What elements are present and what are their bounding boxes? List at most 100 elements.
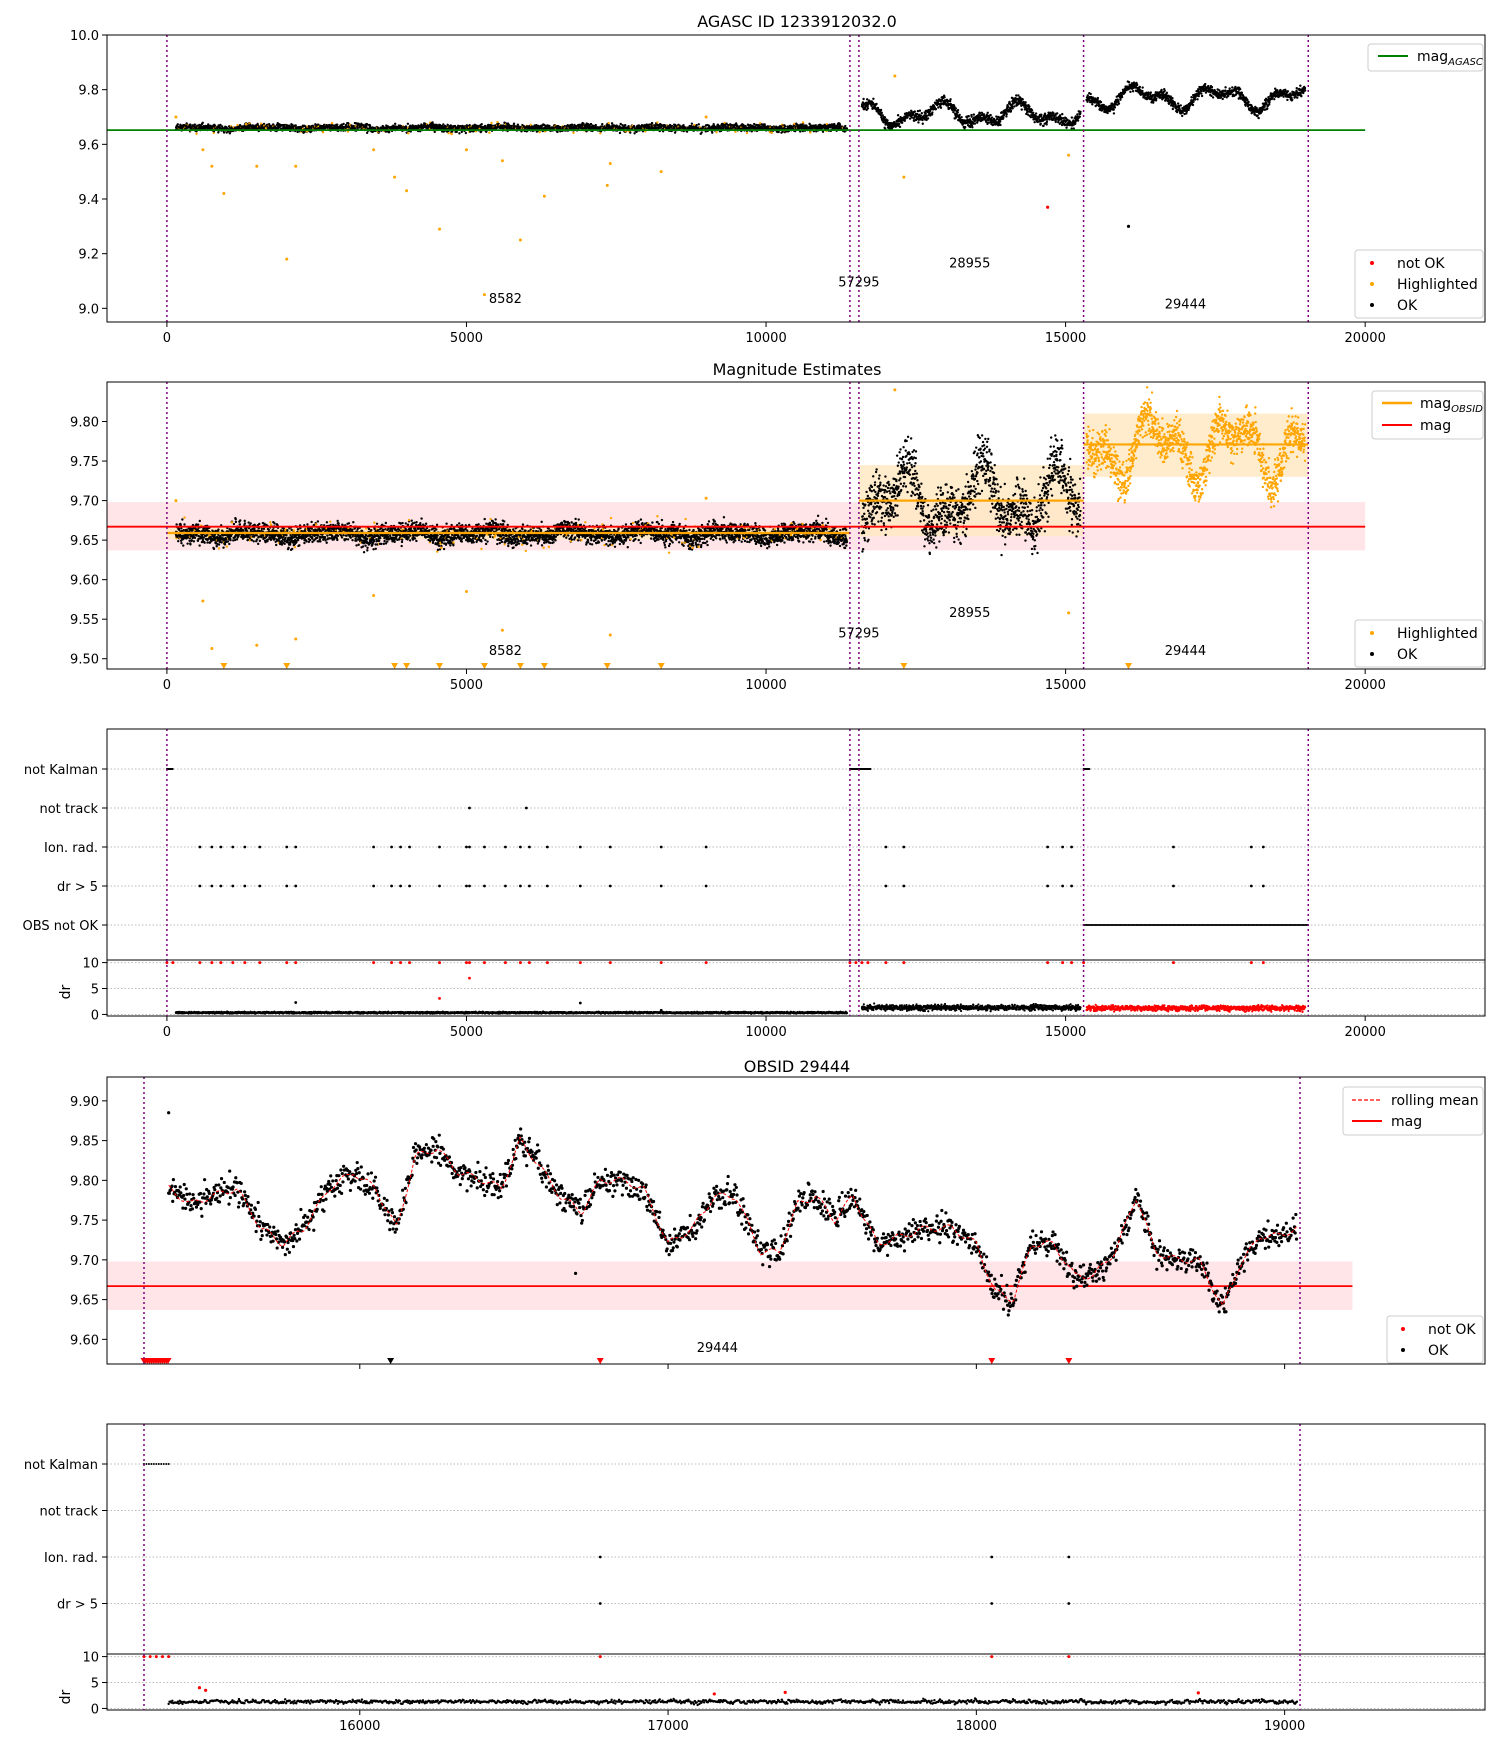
data-point <box>872 97 875 100</box>
highlighted-point <box>608 161 612 165</box>
data-point <box>1106 111 1109 115</box>
highlighted-point <box>659 170 663 174</box>
data-point <box>1112 108 1115 111</box>
data-point <box>690 122 694 125</box>
data-point <box>1224 86 1227 89</box>
highlighted-point <box>902 175 906 179</box>
data-point <box>1138 85 1141 89</box>
highlighted-point <box>490 121 493 125</box>
data-point <box>543 123 546 127</box>
highlighted-point <box>438 227 442 231</box>
data-point <box>1006 105 1010 109</box>
data-point <box>368 124 372 127</box>
data-point <box>512 122 516 125</box>
data-point <box>1149 91 1153 94</box>
data-point <box>1096 96 1100 100</box>
data-point <box>1227 94 1230 98</box>
data-point <box>1135 83 1139 87</box>
data-point <box>1089 92 1092 96</box>
data-point <box>1011 107 1014 110</box>
data-point <box>601 123 604 126</box>
data-point <box>880 111 883 115</box>
data-point <box>1171 96 1174 100</box>
highlighted-point <box>704 115 708 119</box>
data-point <box>1290 98 1294 102</box>
data-point <box>1290 96 1293 99</box>
data-point <box>365 122 369 126</box>
data-point <box>429 126 433 130</box>
data-point <box>464 131 468 135</box>
highlighted-point <box>372 148 376 152</box>
data-point <box>460 130 464 134</box>
data-point <box>335 123 339 126</box>
highlighted-point <box>542 194 546 198</box>
panel5-title: OBSID 29444 <box>744 1057 850 1076</box>
highlighted-point <box>195 132 198 135</box>
data-point <box>896 114 900 117</box>
data-point <box>1099 100 1103 104</box>
data-point <box>956 111 959 114</box>
y-tick-label: 9.2 <box>78 248 99 263</box>
data-point <box>570 123 574 126</box>
data-point <box>365 131 369 135</box>
data-point <box>900 121 904 125</box>
data-point <box>619 122 622 126</box>
data-point <box>1228 87 1231 90</box>
data-point <box>697 123 701 126</box>
highlighted-point <box>285 257 289 261</box>
data-point <box>711 131 714 134</box>
data-point <box>958 113 961 117</box>
data-point <box>1179 104 1182 107</box>
data-point <box>960 115 963 119</box>
data-point <box>943 96 946 99</box>
data-point <box>1042 124 1045 127</box>
data-point <box>883 116 887 119</box>
data-point <box>1056 112 1059 115</box>
highlighted-point <box>538 130 541 134</box>
data-point <box>1221 97 1224 101</box>
data-point <box>1024 101 1027 104</box>
data-point <box>844 124 847 128</box>
plot-area <box>107 74 1366 297</box>
data-point <box>1266 107 1269 110</box>
data-point <box>1160 88 1163 92</box>
data-point <box>406 122 410 125</box>
data-point <box>629 131 632 134</box>
data-point <box>1045 118 1049 121</box>
data-point <box>1040 113 1043 116</box>
data-point <box>177 539 180 543</box>
highlighted-point <box>464 148 468 152</box>
data-point <box>989 113 992 117</box>
data-point <box>633 132 636 135</box>
data-point <box>1207 84 1210 88</box>
data-point <box>189 543 192 546</box>
data-point <box>1076 113 1079 116</box>
highlighted-point <box>482 293 486 297</box>
data-point <box>1256 114 1259 117</box>
highlighted-point <box>346 130 350 133</box>
highlighted-point <box>529 123 533 127</box>
data-point <box>1076 119 1080 122</box>
data-point <box>924 112 927 115</box>
x-tick-label: 0 <box>163 331 171 346</box>
data-point <box>998 120 1002 123</box>
highlighted-point <box>447 132 450 135</box>
data-point <box>1224 89 1227 92</box>
data-point <box>1211 96 1215 99</box>
data-point <box>330 124 334 127</box>
data-point <box>1152 101 1155 104</box>
data-point <box>939 106 943 110</box>
highlighted-point <box>605 183 609 187</box>
data-point <box>222 131 226 134</box>
highlighted-point <box>174 115 178 119</box>
data-point <box>1247 100 1250 104</box>
highlighted-point <box>201 148 205 152</box>
data-point <box>673 131 677 134</box>
data-point <box>1204 82 1207 86</box>
data-point <box>1210 85 1214 89</box>
data-point <box>1238 87 1242 91</box>
data-point <box>949 98 952 101</box>
data-point <box>650 121 654 125</box>
highlighted-point <box>809 131 812 134</box>
